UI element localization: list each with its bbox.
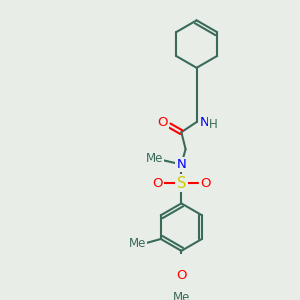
Text: O: O — [176, 269, 187, 282]
Text: Me: Me — [146, 152, 163, 165]
Text: N: N — [176, 158, 186, 171]
Text: O: O — [158, 116, 168, 128]
Text: N: N — [200, 116, 210, 128]
Text: O: O — [152, 176, 163, 190]
Text: Me: Me — [173, 291, 190, 300]
Text: Me: Me — [128, 237, 146, 250]
Text: S: S — [177, 176, 186, 190]
Text: O: O — [200, 176, 210, 190]
Text: H: H — [209, 118, 218, 131]
